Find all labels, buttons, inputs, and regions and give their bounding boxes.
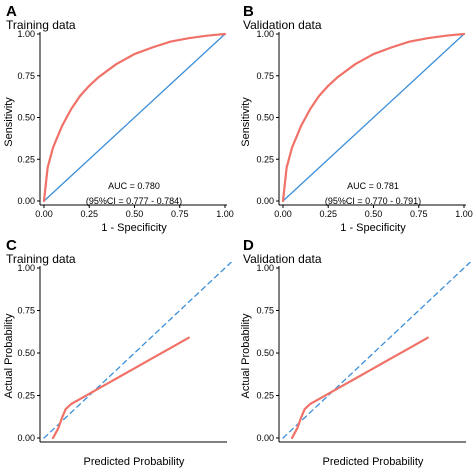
reference-line	[43, 33, 226, 202]
panel-letter: C	[6, 237, 17, 254]
y-tick-label: 0.75	[17, 306, 35, 316]
y-tick-label: 0.25	[256, 154, 274, 164]
x-tick-label: 0.75	[171, 209, 189, 219]
y-tick-label: 0.00	[256, 196, 274, 206]
ci-annotation: (95%CI = 0.770 - 0.791)	[325, 196, 421, 206]
model-curve	[42, 32, 227, 203]
y-tick-label: 0.75	[17, 71, 35, 81]
y-tick-label: 1.00	[17, 263, 35, 273]
y-tick-label: 1.00	[256, 29, 274, 39]
x-axis-label: 1 - Specificity	[340, 222, 406, 234]
panel-a: A Training data Sensitivity 1 - Specific…	[3, 3, 234, 234]
auc-annotation: AUC = 0.780	[108, 181, 160, 191]
panel-subtitle: Training data	[6, 18, 76, 32]
y-tick-label: 0.50	[17, 113, 35, 123]
y-axis-label: Sensitivity	[3, 97, 15, 147]
y-tick-label: 0.00	[17, 433, 35, 443]
panel-letter: B	[243, 3, 254, 20]
y-axis-title: Sensitivity	[240, 97, 252, 147]
y-tick-label: 0.25	[256, 391, 274, 401]
x-tick-label: 0.50	[365, 209, 383, 219]
y-tick-label: 0.75	[256, 71, 274, 81]
y-axis-label: Sensitivity	[240, 97, 252, 147]
y-axis-label: Actual Probability	[3, 313, 15, 398]
panel-subtitle: Validation data	[243, 18, 322, 32]
panel-subtitle: Validation data	[243, 252, 322, 266]
y-tick-label: 1.00	[17, 29, 35, 39]
y-tick-label: 0.50	[256, 348, 274, 358]
reference-line	[282, 262, 472, 439]
panel-c: C Training data Actual Probability Predi…	[3, 237, 233, 468]
y-axis-title: Actual Probability	[240, 313, 252, 398]
x-tick-label: 0.25	[80, 209, 98, 219]
model-curve	[51, 336, 190, 440]
y-tick-label: 0.00	[256, 433, 274, 443]
model-curve	[290, 336, 429, 440]
x-tick-label: 1.00	[216, 209, 234, 219]
y-tick-label: 0.75	[256, 306, 274, 316]
panel-b: B Validation data Sensitivity 1 - Specif…	[240, 3, 473, 234]
x-tick-label: 0.50	[126, 209, 144, 219]
x-tick-label: 1.00	[455, 209, 473, 219]
x-tick-label: 0.00	[274, 209, 292, 219]
y-tick-label: 0.50	[256, 113, 274, 123]
x-axis-label: 1 - Specificity	[101, 222, 167, 234]
y-tick-label: 0.50	[17, 348, 35, 358]
y-axis-title: Sensitivity	[3, 97, 15, 147]
x-tick-label: 0.75	[410, 209, 428, 219]
panel-letter: A	[6, 3, 17, 20]
auc-annotation: AUC = 0.781	[347, 181, 399, 191]
x-axis-label: Predicted Probability	[84, 456, 185, 468]
panel-subtitle: Training data	[6, 252, 76, 266]
panel-letter: D	[243, 237, 254, 254]
y-axis-label: Actual Probability	[240, 313, 252, 398]
x-tick-label: 0.25	[319, 209, 337, 219]
y-tick-label: 0.25	[17, 391, 35, 401]
reference-line	[43, 262, 233, 439]
y-axis-title: Actual Probability	[3, 313, 15, 398]
y-tick-label: 1.00	[256, 263, 274, 273]
model-curve	[281, 32, 466, 203]
x-tick-label: 0.00	[35, 209, 53, 219]
y-tick-label: 0.25	[17, 154, 35, 164]
reference-line	[282, 33, 465, 202]
x-axis-label: Predicted Probability	[323, 456, 424, 468]
ci-annotation: (95%CI = 0.777 - 0.784)	[86, 196, 182, 206]
panel-d: D Validation data Actual Probability Pre…	[240, 237, 472, 468]
y-tick-label: 0.00	[17, 196, 35, 206]
